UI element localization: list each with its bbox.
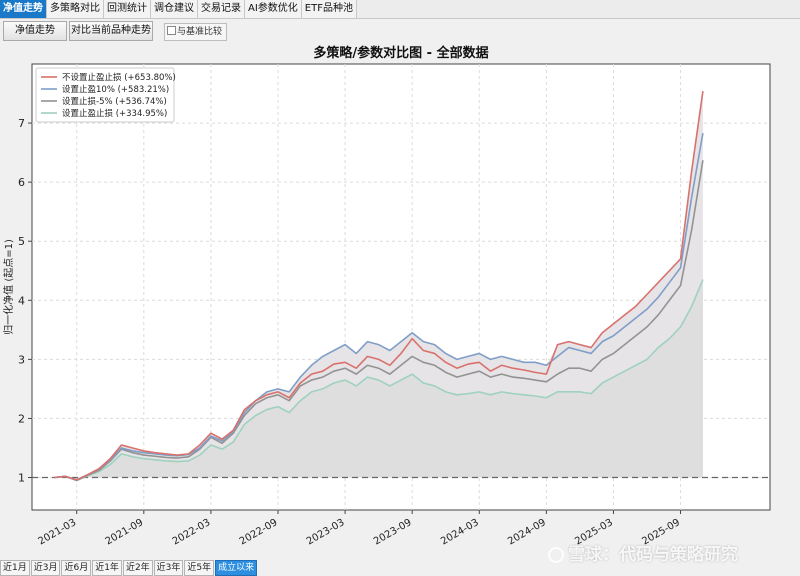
range-button-2[interactable]: 近6月 (61, 560, 92, 576)
x-tick-label: 2024-03 (439, 517, 481, 547)
benchmark-checkbox[interactable]: 与基准比较 (164, 23, 228, 41)
series-line-0 (54, 91, 704, 481)
y-tick-label: 1 (18, 472, 25, 485)
chart-title: 多策略/参数对比图 - 全部数据 (313, 45, 488, 61)
y-tick-label: 5 (18, 235, 25, 248)
series-line-2 (54, 160, 704, 482)
main-tab-bar: 净值走势 多策略对比 回测统计 调仓建议 交易记录 AI参数优化 ETF品种池 (0, 0, 800, 19)
tab-0[interactable]: 净值走势 (0, 0, 47, 18)
benchmark-checkbox-label: 与基准比较 (177, 27, 223, 37)
x-tick-label: 2022-09 (238, 517, 280, 547)
snowball-logo-icon (548, 547, 564, 563)
x-tick-label: 2024-09 (506, 517, 548, 547)
range-button-3[interactable]: 近1年 (92, 560, 122, 576)
y-tick-label: 2 (18, 412, 25, 425)
range-button-0[interactable]: 近1月 (0, 560, 30, 576)
toolbar: 净值走势 对比当前品种走势 与基准比较 (0, 20, 800, 42)
legend-label: 设置止盈10% (+583.21%) (62, 84, 169, 95)
checkbox-box[interactable] (167, 26, 176, 35)
area-fill (54, 91, 703, 480)
x-tick-label: 2021-09 (104, 517, 146, 547)
y-tick-label: 4 (18, 294, 25, 307)
range-button-5[interactable]: 近3年 (153, 560, 184, 576)
series-line-3 (54, 279, 704, 482)
x-tick-label: 2021-03 (37, 517, 79, 547)
tab-4[interactable]: 交易记录 (198, 0, 245, 18)
range-button-7[interactable]: 成立以来 (215, 560, 258, 576)
chart-area: 1 2 3 4 5 6 7 2021-03 2021-09 2022-03 2022-09 2023-… (0, 42, 800, 558)
x-tick-label: 2023-03 (305, 517, 347, 547)
y-tick-label: 7 (18, 117, 25, 130)
x-tick-label: 2023-09 (372, 517, 414, 547)
area-fill-low (54, 279, 703, 481)
legend-label: 设置止损-5% (+536.74%) (62, 96, 167, 107)
series-line-1 (54, 132, 704, 481)
tab-2[interactable]: 回测统计 (104, 0, 151, 18)
range-button-1[interactable]: 近3月 (30, 560, 61, 576)
legend-label: 不设置止盈止损 (+653.80%) (62, 72, 176, 83)
range-button-bar: 近1月 近3月 近6月 近1年 近2年 近3年 近5年 成立以来 (0, 560, 800, 576)
legend-label: 设置止盈止损 (+334.95%) (62, 108, 167, 119)
y-axis-label: 归一化净值 (起点=1) (2, 239, 15, 335)
watermark: 雪球：代码与策略研究 (548, 540, 738, 565)
compare-current-button[interactable]: 对比当前品种走势 (69, 21, 153, 41)
tab-6[interactable]: ETF品种池 (301, 0, 357, 18)
tab-1[interactable]: 多策略对比 (47, 0, 104, 18)
legend-box (35, 67, 175, 123)
range-button-4[interactable]: 近2年 (122, 560, 153, 576)
x-tick-label: 2022-03 (171, 517, 213, 547)
nav-chart-button[interactable]: 净值走势 (3, 21, 67, 41)
range-button-6[interactable]: 近5年 (184, 560, 215, 576)
comparison-line-chart: 1 2 3 4 5 6 7 2021-03 2021-09 2022-03 2022-09 2023-… (2, 45, 771, 547)
tab-3[interactable]: 调仓建议 (151, 0, 198, 18)
y-tick-label: 3 (18, 353, 25, 366)
watermark-text: 雪球：代码与策略研究 (568, 545, 738, 565)
tab-5[interactable]: AI参数优化 (245, 0, 302, 18)
y-tick-label: 6 (18, 176, 25, 189)
